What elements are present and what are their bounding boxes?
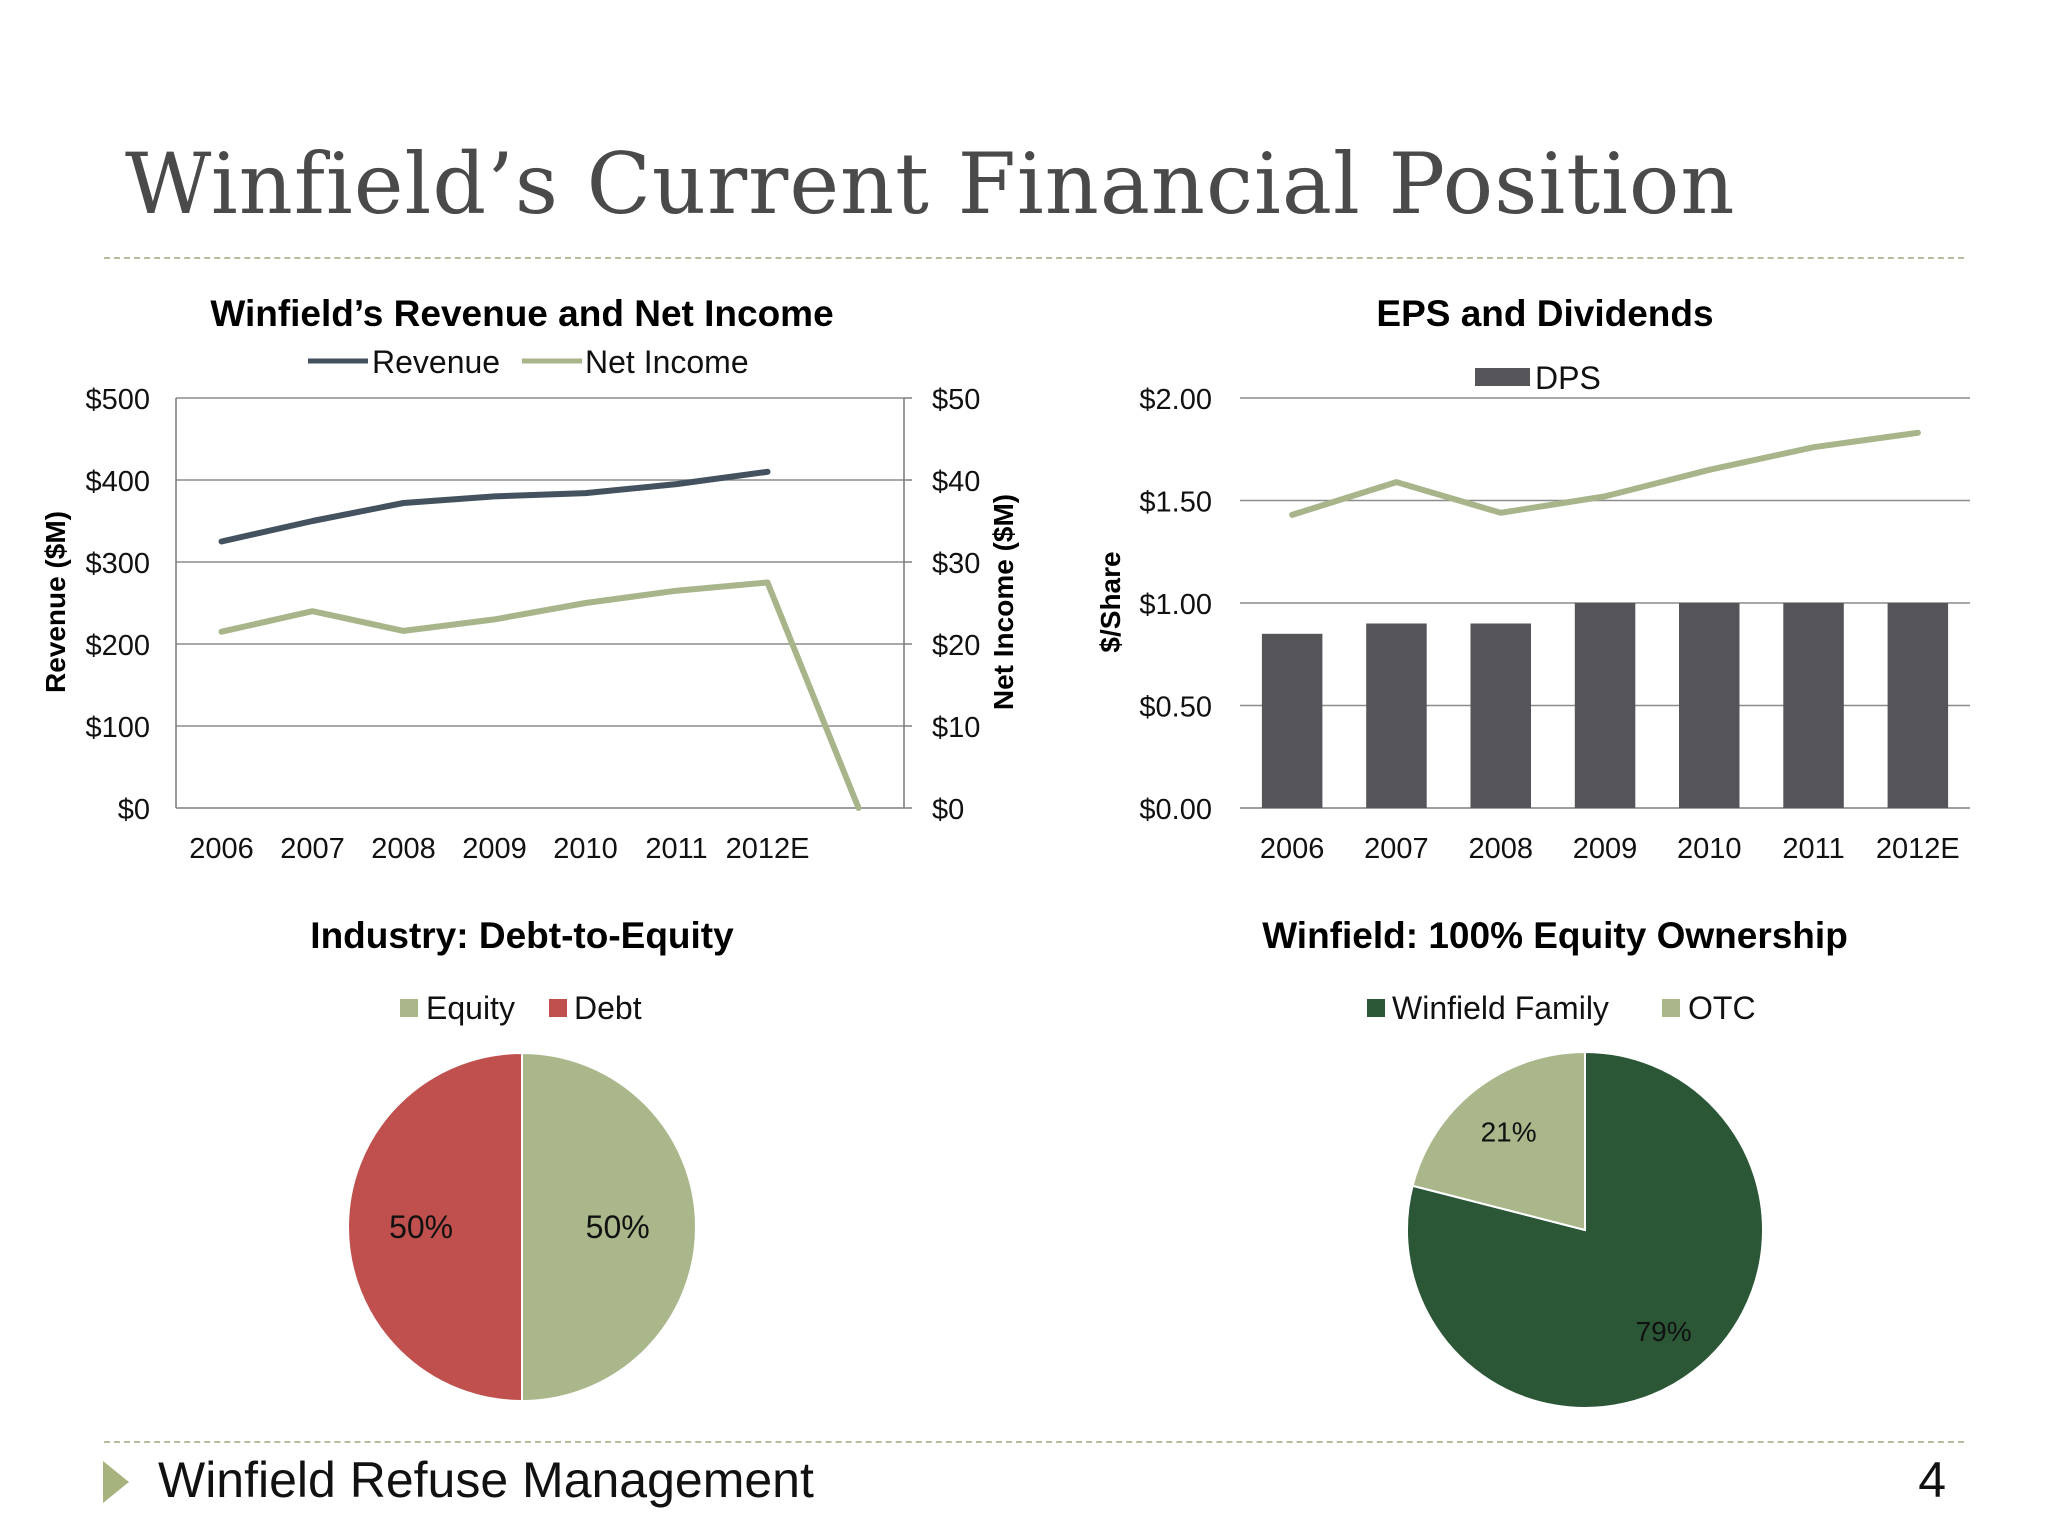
chart1-xtick-label: 2006 [189, 833, 254, 865]
chart1-ytick-label: $200 [85, 630, 150, 662]
page-number: 4 [1918, 1452, 1946, 1508]
chart2-dps-bar [1470, 623, 1531, 808]
chart2-dps-bar [1679, 603, 1740, 808]
chart2-dps-bar [1366, 623, 1427, 808]
chart1-xtick-label: 2008 [371, 833, 436, 865]
chart1-y2tick-label: $50 [932, 384, 980, 416]
chart2-ytick-label: $0.50 [1139, 692, 1212, 724]
chart1-title: Winfield’s Revenue and Net Income [210, 293, 833, 334]
chart4-title: Winfield: 100% Equity Ownership [1262, 915, 1848, 956]
chart4-slice-label: 21% [1481, 1116, 1537, 1147]
chart3-legend-debt-label: Debt [574, 990, 642, 1026]
chart3-legend-equity-label: Equity [426, 990, 515, 1026]
chart1-xtick-label: 2009 [462, 833, 527, 865]
chart4-slice-label: 79% [1636, 1316, 1692, 1347]
chart1-legend-net-income-label: Net Income [585, 344, 749, 380]
industry-debt-equity-pie: Industry: Debt-to-Equity Equity Debt 50%… [310, 915, 734, 1403]
revenue-net-income-chart: Winfield’s Revenue and Net Income Revenu… [40, 293, 1019, 865]
chart2-ytick-label: $1.50 [1139, 487, 1212, 519]
title-divider [104, 257, 1964, 259]
chart1-y2tick-label: $20 [932, 630, 980, 662]
chart2-xtick-label: 2009 [1573, 833, 1638, 865]
eps-dividends-chart: EPS and Dividends DPS $/Share $0.00 $0.50… [1095, 293, 1970, 865]
chart3-legend-equity-swatch [400, 999, 418, 1017]
chart2-xtick-label: 2010 [1677, 833, 1742, 865]
chart1-y2tick-label: $40 [932, 466, 980, 498]
chart2-xtick-label: 2007 [1364, 833, 1429, 865]
chart1-y2label: Net Income ($M) [988, 494, 1019, 710]
chart1-xtick-label: 2012E [726, 833, 810, 865]
chart1-ytick-label: $0 [118, 794, 150, 826]
chart2-xtick-label: 2008 [1468, 833, 1533, 865]
chart1-ytick-label: $400 [85, 466, 150, 498]
chart3-legend-debt-swatch [549, 999, 567, 1017]
chart1-ytick-label: $500 [85, 384, 150, 416]
chart3-slice-label: 50% [389, 1209, 453, 1245]
chart4-legend-otc-label: OTC [1688, 990, 1756, 1026]
chart2-ylabel: $/Share [1095, 551, 1126, 652]
winfield-ownership-pie: Winfield: 100% Equity Ownership Winfield… [1262, 915, 1848, 1409]
chart2-ytick-label: $0.00 [1139, 794, 1212, 826]
chart2-ytick-label: $1.00 [1139, 589, 1212, 621]
chart2-xtick-label: 2006 [1260, 833, 1325, 865]
chart1-series-line-net-income [218, 579, 862, 811]
chart3-slice-label: 50% [586, 1209, 650, 1245]
slide-title: Winfield’s Current Financial Position [125, 135, 1736, 233]
chart4-legend-winfield-family-label: Winfield Family [1392, 990, 1609, 1026]
chart1-xtick-label: 2010 [553, 833, 618, 865]
chart2-dps-bar [1574, 603, 1636, 808]
chart3-title: Industry: Debt-to-Equity [310, 915, 734, 956]
chart1-ytick-label: $300 [85, 548, 150, 580]
chart2-dps-bar [1261, 633, 1323, 809]
chart1-y2tick-label: $0 [932, 794, 964, 826]
chart2-xtick-label: 2011 [1782, 833, 1844, 865]
chart2-legend-dps-swatch [1475, 368, 1530, 386]
footer-arrow-icon [103, 1461, 129, 1503]
chart1-ytick-label: $100 [85, 712, 150, 744]
footer-company-name: Winfield Refuse Management [158, 1452, 814, 1508]
chart3-slice [347, 1051, 523, 1403]
chart4-slice [1411, 1050, 1586, 1232]
chart2-dps-bar [1887, 603, 1949, 808]
footer-divider [104, 1441, 1964, 1443]
chart1-series-line-revenue [218, 468, 771, 545]
chart3-slice [521, 1051, 697, 1403]
chart4-legend-otc-swatch [1662, 999, 1680, 1017]
chart4-legend-winfield-family-swatch [1367, 999, 1385, 1017]
chart2-legend-dps-label: DPS [1535, 360, 1601, 396]
chart1-xtick-label: 2007 [280, 833, 345, 865]
chart4-slice [1405, 1050, 1764, 1409]
chart1-y2tick-label: $10 [932, 712, 980, 744]
chart1-xtick-label: 2011 [645, 833, 707, 865]
chart2-dps-bar [1783, 603, 1844, 808]
chart2-title: EPS and Dividends [1376, 293, 1713, 334]
chart1-ylabel: Revenue ($M) [40, 511, 71, 693]
chart1-y2tick-label: $30 [932, 548, 980, 580]
chart2-xtick-label: 2012E [1876, 833, 1960, 865]
chart2-eps-line [1289, 429, 1921, 518]
chart1-legend-revenue-label: Revenue [372, 344, 500, 380]
chart2-ytick-label: $2.00 [1139, 384, 1212, 416]
